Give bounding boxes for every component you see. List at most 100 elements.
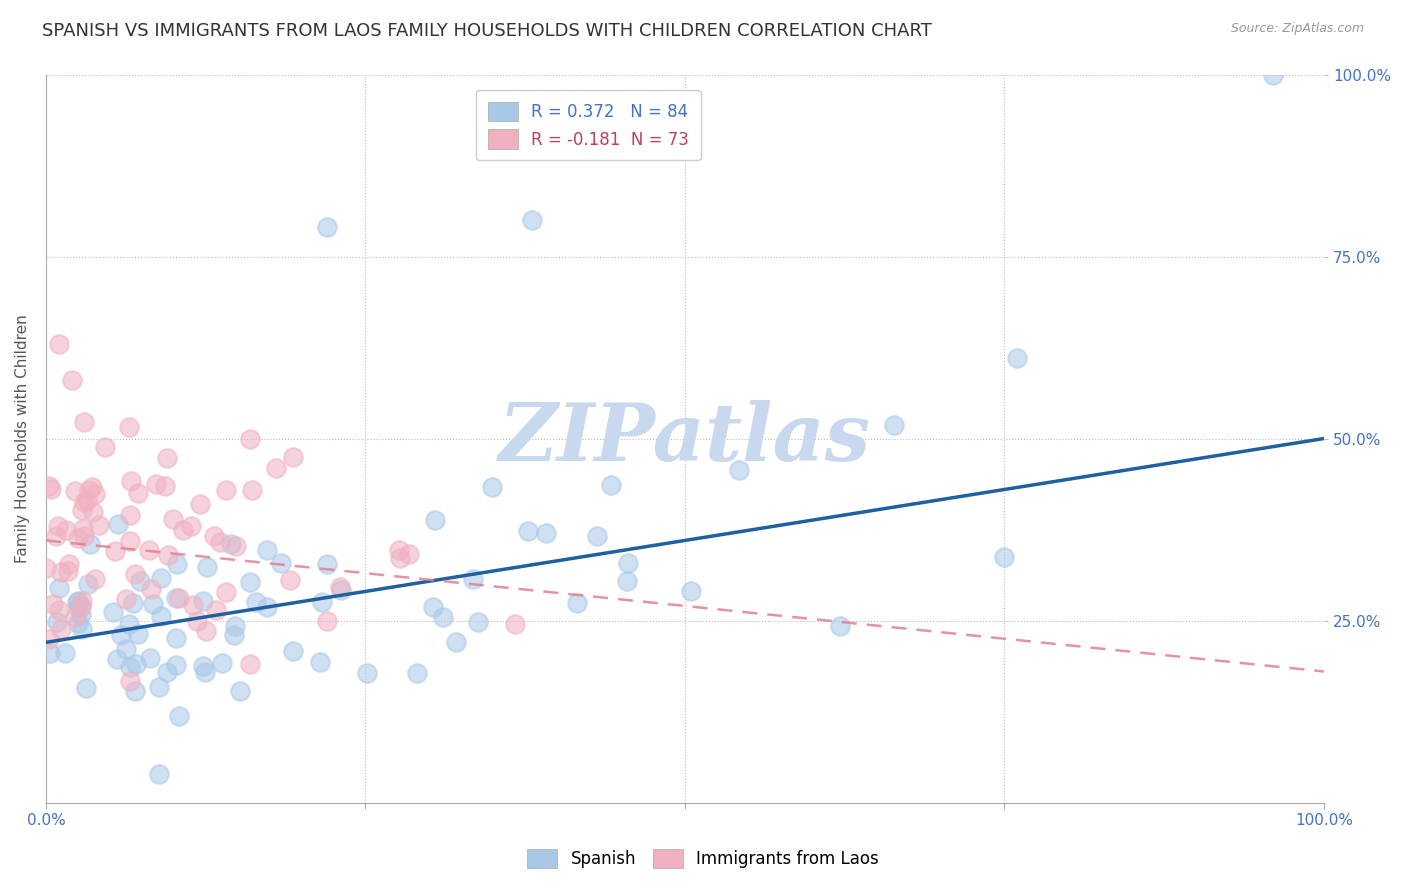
Point xyxy=(75,681,97,695)
Point xyxy=(567,596,589,610)
Point xyxy=(534,525,557,540)
Point xyxy=(215,483,238,497)
Point xyxy=(169,708,191,723)
Point xyxy=(225,539,247,553)
Point xyxy=(165,631,187,645)
Point xyxy=(39,646,62,660)
Point xyxy=(311,595,333,609)
Point xyxy=(56,564,79,578)
Point xyxy=(315,558,337,572)
Point xyxy=(66,595,89,609)
Point xyxy=(60,373,83,387)
Point xyxy=(138,651,160,665)
Point xyxy=(316,615,339,629)
Point xyxy=(67,594,90,608)
Point xyxy=(120,660,142,674)
Point xyxy=(141,582,163,597)
Point xyxy=(204,603,226,617)
Point xyxy=(70,599,93,614)
Point xyxy=(329,580,352,594)
Point xyxy=(193,659,215,673)
Point xyxy=(278,573,301,587)
Point xyxy=(283,644,305,658)
Point xyxy=(39,483,62,497)
Point xyxy=(124,566,146,581)
Point xyxy=(49,565,72,579)
Point xyxy=(1007,351,1029,366)
Point xyxy=(128,574,150,588)
Point xyxy=(191,594,214,608)
Point xyxy=(72,594,94,608)
Point xyxy=(67,531,90,545)
Point xyxy=(70,622,93,636)
Point xyxy=(53,646,76,660)
Point xyxy=(82,505,104,519)
Point xyxy=(35,561,58,575)
Point xyxy=(398,547,420,561)
Point xyxy=(110,628,132,642)
Point xyxy=(46,519,69,533)
Point xyxy=(188,497,211,511)
Point xyxy=(138,542,160,557)
Point xyxy=(172,523,194,537)
Point xyxy=(38,632,60,647)
Point xyxy=(66,599,89,614)
Point xyxy=(125,657,148,671)
Point xyxy=(63,483,86,498)
Point xyxy=(600,477,623,491)
Point xyxy=(219,537,242,551)
Text: Source: ZipAtlas.com: Source: ZipAtlas.com xyxy=(1230,22,1364,36)
Point xyxy=(222,628,245,642)
Point xyxy=(45,529,67,543)
Point xyxy=(308,656,330,670)
Point xyxy=(586,529,609,543)
Point xyxy=(356,666,378,681)
Point xyxy=(214,584,236,599)
Point xyxy=(167,591,190,606)
Point xyxy=(104,544,127,558)
Point xyxy=(48,581,70,595)
Point xyxy=(329,582,352,597)
Point xyxy=(65,610,87,624)
Point xyxy=(73,495,96,509)
Point xyxy=(66,615,89,630)
Point xyxy=(165,591,187,606)
Y-axis label: Family Households with Children: Family Households with Children xyxy=(15,314,30,563)
Point xyxy=(148,766,170,780)
Point xyxy=(166,558,188,572)
Point xyxy=(245,595,267,609)
Point xyxy=(150,608,173,623)
Point xyxy=(194,624,217,638)
Point xyxy=(83,572,105,586)
Point xyxy=(49,622,72,636)
Point xyxy=(156,450,179,465)
Text: SPANISH VS IMMIGRANTS FROM LAOS FAMILY HOUSEHOLDS WITH CHILDREN CORRELATION CHAR: SPANISH VS IMMIGRANTS FROM LAOS FAMILY H… xyxy=(42,22,932,40)
Point xyxy=(194,665,217,680)
Point xyxy=(616,574,638,588)
Point xyxy=(520,213,543,227)
Point xyxy=(1261,68,1284,82)
Point xyxy=(209,534,232,549)
Text: ZIPatlas: ZIPatlas xyxy=(499,400,872,477)
Legend: Spanish, Immigrants from Laos: Spanish, Immigrants from Laos xyxy=(520,842,886,875)
Legend: R = 0.372   N = 84, R = -0.181  N = 73: R = 0.372 N = 84, R = -0.181 N = 73 xyxy=(477,90,700,161)
Point xyxy=(77,483,100,498)
Point xyxy=(70,599,93,613)
Point xyxy=(186,615,208,629)
Point xyxy=(55,523,77,537)
Point xyxy=(883,417,905,432)
Point xyxy=(76,493,98,508)
Point xyxy=(72,522,94,536)
Point xyxy=(224,619,246,633)
Point xyxy=(467,615,489,629)
Point xyxy=(105,652,128,666)
Point xyxy=(82,480,104,494)
Point xyxy=(388,543,411,558)
Point xyxy=(122,596,145,610)
Point xyxy=(70,607,93,622)
Point xyxy=(107,517,129,532)
Point xyxy=(118,616,141,631)
Point xyxy=(503,616,526,631)
Point xyxy=(42,598,65,612)
Point xyxy=(150,571,173,585)
